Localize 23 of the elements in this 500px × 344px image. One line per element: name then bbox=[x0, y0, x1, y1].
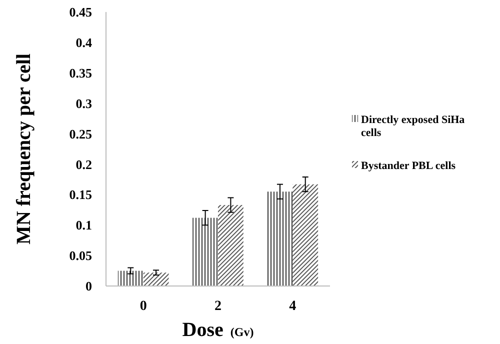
y-tick-label: 0.2 bbox=[76, 156, 92, 172]
legend-label: Directly exposed SiHa cells bbox=[361, 114, 466, 140]
y-tick-label: 0.25 bbox=[69, 126, 92, 142]
y-tick-label: 0.3 bbox=[76, 96, 92, 111]
y-tick-label: 0.05 bbox=[69, 248, 92, 264]
y-tick-label: 0.15 bbox=[69, 187, 92, 202]
bar bbox=[218, 205, 244, 286]
y-tick-label: 0 bbox=[86, 278, 92, 294]
y-tick-label: 0.4 bbox=[76, 34, 92, 50]
bar bbox=[118, 270, 144, 286]
x-axis-title: Dose (Gv) bbox=[182, 319, 254, 341]
bar bbox=[292, 184, 318, 286]
x-tick-label: 2 bbox=[214, 299, 222, 314]
x-tick-label: 0 bbox=[140, 299, 147, 314]
bar bbox=[267, 192, 293, 286]
legend-label: Bystander PBL cells bbox=[361, 160, 456, 172]
y-tick-label: 0.35 bbox=[69, 65, 92, 80]
bar bbox=[192, 218, 218, 286]
y-tick-label: 0.1 bbox=[76, 218, 92, 233]
bar bbox=[143, 272, 169, 286]
y-tick-label: 0.45 bbox=[69, 4, 92, 20]
y-axis-title: MN frequency per cell bbox=[13, 53, 35, 244]
x-tick-label: 4 bbox=[289, 299, 296, 314]
